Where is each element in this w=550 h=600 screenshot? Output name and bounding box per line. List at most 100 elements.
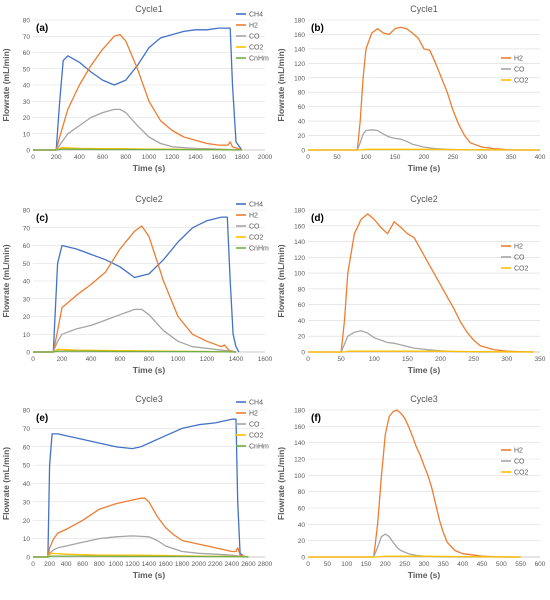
x-tick-label: 150: [390, 154, 401, 161]
x-tick-label: 350: [438, 561, 449, 568]
x-tick-label: 200: [51, 154, 62, 161]
y-tick-label: 80: [23, 18, 31, 25]
x-tick-label: 400: [61, 561, 72, 568]
series-line-h2: [308, 213, 534, 353]
y-tick-label: 40: [23, 83, 31, 90]
chart-title: Cycle3: [410, 394, 438, 404]
chart-title: Cycle2: [135, 194, 163, 204]
x-tick-label: 250: [468, 356, 479, 363]
x-tick-label: 1600: [211, 154, 226, 161]
x-tick-label: 0: [306, 561, 310, 568]
y-tick-label: 140: [294, 46, 305, 53]
x-tick-label: 0: [31, 561, 35, 568]
y-tick-label: 10: [23, 131, 31, 138]
y-tick-label: 180: [294, 18, 305, 25]
y-tick-label: 160: [294, 223, 305, 230]
y-tick-label: 70: [23, 34, 31, 41]
x-tick-label: 1800: [175, 561, 190, 568]
y-tick-label: 100: [294, 271, 305, 278]
legend-label: CH4: [249, 12, 263, 19]
x-tick-label: 350: [535, 356, 546, 363]
chart-title: Cycle2: [410, 194, 438, 204]
y-axis-title: Flowrate (mL/min): [1, 48, 11, 121]
x-tick-label: 1200: [165, 154, 180, 161]
panel-c: Cycle2 (c) 0 10 20 30 40 50 60 70 80 0 200 400 600 800 1…: [0, 190, 275, 390]
x-tick-label: 200: [57, 356, 68, 363]
y-axis-title: Flowrate (mL/min): [276, 48, 286, 121]
x-tick-label: 800: [94, 561, 105, 568]
y-axis-title: Flowrate (mL/min): [276, 447, 286, 520]
legend-label: H2: [249, 411, 258, 418]
y-tick-label: 60: [298, 104, 306, 111]
series-line-ch4: [33, 216, 240, 353]
legend-label: CO: [514, 459, 525, 466]
x-axis-title: Time (s): [133, 570, 166, 580]
y-tick-label: 80: [23, 208, 31, 215]
y-tick-label: 0: [301, 555, 305, 562]
x-tick-label: 2000: [258, 154, 273, 161]
x-tick-label: 1400: [229, 356, 244, 363]
x-tick-label: 350: [506, 154, 517, 161]
y-tick-label: 0: [26, 555, 30, 562]
x-tick-label: 200: [44, 561, 55, 568]
x-axis-title: Time (s): [408, 365, 441, 375]
y-tick-label: 180: [294, 408, 305, 415]
series-line-co: [33, 308, 237, 353]
x-tick-label: 1000: [109, 561, 124, 568]
x-tick-label: 0: [306, 154, 310, 161]
legend-label: CO: [249, 422, 260, 429]
series-line-co: [33, 108, 242, 151]
y-tick-label: 50: [23, 261, 31, 268]
series-line-cnhm: [33, 555, 249, 558]
chart-svg: Cycle1 (b) 0 20 40 60 80 100 120 140 160 180 0 50 100 1…: [276, 4, 546, 173]
x-tick-label: 200: [435, 356, 446, 363]
y-tick-label: 20: [298, 334, 306, 341]
legend-label: H2: [514, 56, 523, 63]
legend-label: H2: [249, 213, 258, 220]
legend-label: CO: [249, 34, 260, 41]
x-tick-label: 50: [338, 356, 346, 363]
y-tick-label: 80: [298, 489, 306, 496]
y-axis-title: Flowrate (mL/min): [1, 244, 11, 317]
x-tick-label: 800: [144, 356, 155, 363]
x-tick-label: 1600: [158, 561, 173, 568]
y-tick-label: 20: [23, 115, 31, 122]
x-tick-label: 1200: [125, 561, 140, 568]
y-tick-label: 0: [26, 350, 30, 357]
x-tick-label: 100: [369, 356, 380, 363]
x-tick-label: 450: [477, 561, 488, 568]
panel-f: Cycle3 (f) 0 20 40 60 80 100 120 140 160 180 0 50 100 1…: [275, 390, 550, 595]
x-tick-label: 2000: [191, 561, 206, 568]
chart-title: Cycle1: [410, 4, 438, 14]
panel-label: (b): [311, 23, 324, 34]
y-tick-label: 60: [23, 50, 31, 57]
y-tick-label: 60: [298, 302, 306, 309]
series-line-h2: [33, 225, 237, 353]
x-tick-label: 1800: [235, 154, 250, 161]
series-line-co2: [308, 148, 541, 151]
y-tick-label: 120: [294, 457, 305, 464]
x-tick-label: 150: [361, 561, 372, 568]
x-tick-label: 500: [496, 561, 507, 568]
x-axis-title: Time (s): [408, 570, 441, 580]
legend-label: CO: [514, 67, 525, 74]
chart-title: Cycle1: [135, 4, 163, 14]
x-tick-label: 400: [74, 154, 85, 161]
y-tick-label: 40: [298, 522, 306, 529]
legend-label: H2: [514, 448, 523, 455]
y-tick-label: 120: [294, 255, 305, 262]
series-line-h2: [33, 33, 243, 151]
legend-label: CH4: [249, 400, 263, 407]
y-tick-label: 10: [23, 332, 31, 339]
series-line-co: [33, 535, 249, 558]
x-tick-label: 1000: [142, 154, 157, 161]
y-tick-label: 30: [23, 499, 31, 506]
legend-label: CO2: [514, 78, 529, 85]
legend-label: CO2: [249, 235, 264, 242]
y-tick-label: 20: [23, 314, 31, 321]
panel-label: (f): [311, 413, 321, 424]
legend-label: CnHm: [249, 246, 269, 253]
x-tick-label: 1200: [200, 356, 215, 363]
x-tick-label: 200: [380, 561, 391, 568]
